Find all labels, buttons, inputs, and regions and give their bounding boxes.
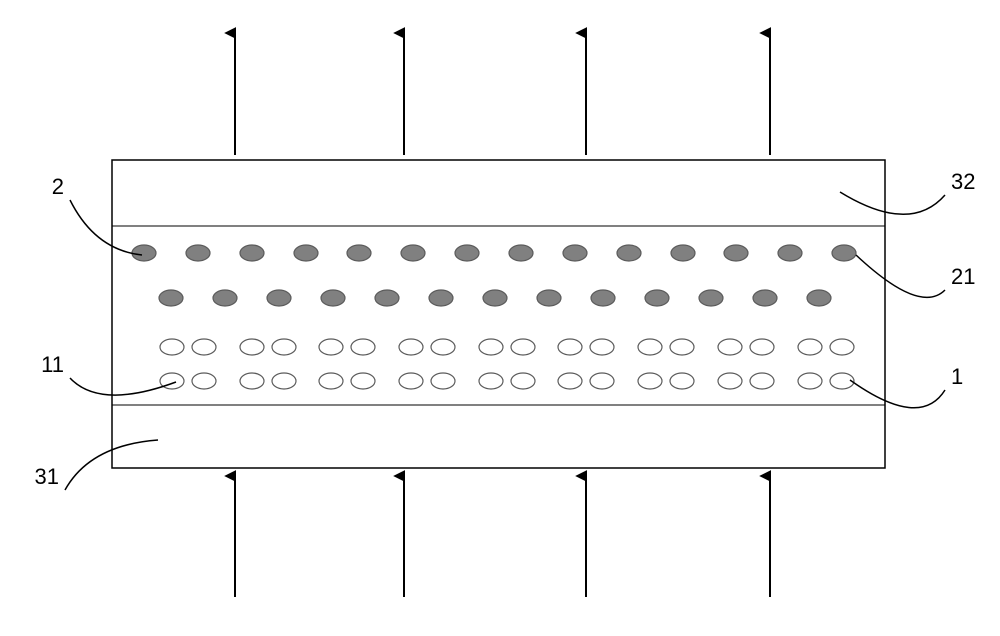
callout-label-32: 32 — [951, 169, 975, 194]
open-dot-r2-p2-a — [240, 373, 264, 389]
filled-dot-r1-4 — [294, 245, 318, 261]
callout-line-1 — [850, 380, 945, 408]
callout-label-1: 1 — [951, 364, 963, 389]
open-dot-r1-p1-b — [192, 339, 216, 355]
callout-label-11: 11 — [41, 352, 64, 377]
open-dot-r1-p3-a — [319, 339, 343, 355]
filled-dot-r2-10 — [645, 290, 669, 306]
callout-line-21 — [856, 255, 945, 297]
filled-dot-r2-3 — [267, 290, 291, 306]
callout-line-32 — [840, 192, 945, 214]
open-dot-r2-p7-b — [670, 373, 694, 389]
filled-dot-r2-1 — [159, 290, 183, 306]
filled-dot-r1-3 — [240, 245, 264, 261]
open-dot-r1-p7-b — [670, 339, 694, 355]
filled-dot-r2-2 — [213, 290, 237, 306]
filled-dot-r2-8 — [537, 290, 561, 306]
open-dot-r2-p2-b — [272, 373, 296, 389]
open-dot-r2-p7-a — [638, 373, 662, 389]
open-dot-r1-p5-a — [479, 339, 503, 355]
callout-line-2 — [70, 200, 142, 255]
open-dot-r1-p8-a — [718, 339, 742, 355]
open-dot-r2-p6-a — [558, 373, 582, 389]
open-dot-r1-p5-b — [511, 339, 535, 355]
outer-frame — [112, 160, 885, 468]
open-dot-r1-p6-b — [590, 339, 614, 355]
filled-dot-r1-11 — [671, 245, 695, 261]
open-dot-r1-p2-b — [272, 339, 296, 355]
open-dot-r2-p5-b — [511, 373, 535, 389]
filled-dot-r2-5 — [375, 290, 399, 306]
callout-label-31: 31 — [35, 464, 59, 489]
filled-dot-r1-1 — [132, 245, 156, 261]
open-dot-r2-p6-b — [590, 373, 614, 389]
callout-label-2: 2 — [52, 174, 64, 199]
open-dot-r2-p4-a — [399, 373, 423, 389]
filled-dot-r1-2 — [186, 245, 210, 261]
open-dot-r2-p1-b — [192, 373, 216, 389]
open-dot-r1-p6-a — [558, 339, 582, 355]
open-dot-r2-p5-a — [479, 373, 503, 389]
filled-dot-r2-4 — [321, 290, 345, 306]
open-dot-r1-p7-a — [638, 339, 662, 355]
filled-dot-r1-12 — [724, 245, 748, 261]
open-dot-r1-p3-b — [351, 339, 375, 355]
open-dot-r2-p8-b — [750, 373, 774, 389]
filled-dot-r1-5 — [347, 245, 371, 261]
filled-dot-r2-9 — [591, 290, 615, 306]
filled-dot-r2-13 — [807, 290, 831, 306]
open-dot-r1-p4-a — [399, 339, 423, 355]
filled-dot-r1-9 — [563, 245, 587, 261]
open-dot-r1-p8-b — [750, 339, 774, 355]
open-dot-r2-p3-b — [351, 373, 375, 389]
filled-dot-r1-14 — [832, 245, 856, 261]
filled-dot-r2-11 — [699, 290, 723, 306]
open-dot-r1-p9-b — [830, 339, 854, 355]
filled-dot-r2-7 — [483, 290, 507, 306]
open-dot-r2-p4-b — [431, 373, 455, 389]
filled-dot-r1-7 — [455, 245, 479, 261]
open-dot-r2-p8-a — [718, 373, 742, 389]
open-dot-r2-p9-a — [798, 373, 822, 389]
callout-label-21: 21 — [951, 264, 975, 289]
diagram-canvas: 2113132211 — [0, 0, 1000, 636]
filled-dot-r1-6 — [401, 245, 425, 261]
open-dot-r1-p2-a — [240, 339, 264, 355]
filled-dot-r1-8 — [509, 245, 533, 261]
open-dot-r1-p4-b — [431, 339, 455, 355]
filled-dot-r1-10 — [617, 245, 641, 261]
filled-dot-r2-12 — [753, 290, 777, 306]
open-dot-r1-p9-a — [798, 339, 822, 355]
filled-dot-r1-13 — [778, 245, 802, 261]
filled-dot-r2-6 — [429, 290, 453, 306]
open-dot-r1-p1-a — [160, 339, 184, 355]
open-dot-r2-p3-a — [319, 373, 343, 389]
